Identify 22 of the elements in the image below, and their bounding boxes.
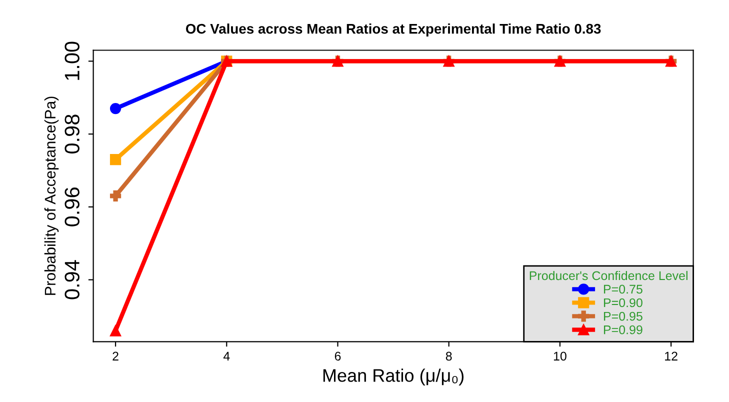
legend-label: P=0.90 [604,298,642,308]
y-axis-title: Probability of Acceptance(Pa) [44,96,59,295]
legend-title: Producer's Confidence Level [530,270,688,280]
x-axis-title: Mean Ratio (μ/μ₀) [323,368,464,386]
x-tick-label: 2 [112,352,118,360]
x-tick-label: 8 [446,352,452,361]
x-tick-label: 12 [665,352,678,360]
legend-label: P=0.75 [604,284,642,294]
legend-label: P=0.99 [604,325,642,334]
point [110,190,122,202]
y-tick-label: 0.98 [64,114,80,154]
y-tick-label: 1.00 [64,42,80,80]
y-tick-label: 0.94 [64,260,80,300]
x-tick-label: 6 [334,352,341,361]
point [110,102,122,114]
point [110,325,122,336]
x-tick-label: 4 [223,352,230,360]
point [110,154,122,166]
x-tick-label: 10 [554,352,566,361]
chart-title: OC Values across Mean Ratios at Experimental Time Ratio 0.83 [186,24,601,36]
y-tick-label: 0.96 [64,188,80,226]
legend-label: P=0.95 [604,312,642,321]
